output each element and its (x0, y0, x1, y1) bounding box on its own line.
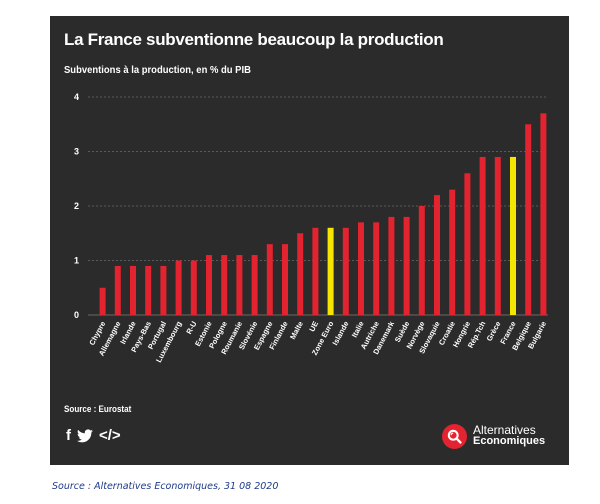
bar (327, 227, 334, 315)
x-tick-label: Malte (288, 320, 305, 341)
bar (540, 113, 547, 315)
y-axis-ticks: 0 1 2 3 4 (74, 92, 79, 320)
x-tick-label: R-U (184, 320, 198, 336)
bar (464, 173, 471, 315)
bar (342, 227, 349, 315)
bar (236, 255, 243, 315)
x-tick-label: UE (307, 320, 320, 333)
bar (479, 156, 486, 315)
bar (145, 265, 152, 315)
bars (99, 113, 547, 315)
brand-magnifier-icon (442, 423, 467, 449)
y-tick-label: 2 (74, 201, 79, 211)
brand-logo[interactable]: Alternatives Economiques (442, 421, 545, 451)
bar (403, 216, 410, 315)
bar (266, 244, 273, 315)
bar (494, 156, 501, 315)
bar (130, 265, 136, 315)
share-bar: f </> (66, 427, 121, 445)
bar (251, 255, 258, 315)
brand-line-1: Alternatives (473, 423, 536, 437)
y-tick-label: 1 (74, 256, 79, 266)
bar (418, 206, 425, 315)
bar (434, 195, 440, 315)
bar (510, 156, 516, 315)
chart-subtitle: Subventions à la production, en % du PIB (64, 64, 251, 76)
bar (175, 260, 182, 315)
y-tick-label: 3 (74, 147, 79, 157)
bar (449, 189, 456, 315)
bar (297, 233, 304, 315)
bar (221, 255, 228, 315)
bar (358, 222, 364, 315)
bar (525, 124, 532, 315)
brand-name: Alternatives Economiques (473, 423, 546, 447)
bar (114, 265, 121, 315)
chart-title: La France subventionne beaucoup la produ… (64, 30, 444, 49)
x-axis-labels: ChypreAllemagneIrlandePays-BasPortugalLu… (87, 319, 548, 364)
bar (388, 216, 395, 315)
y-tick-label: 4 (74, 92, 79, 102)
page-source-caption: Source : Alternatives Economiques, 31 08… (52, 481, 279, 492)
bar (373, 222, 380, 315)
bar (190, 260, 197, 315)
brand-line-2: Economiques (473, 435, 546, 447)
twitter-icon[interactable] (77, 429, 93, 443)
bar (282, 244, 288, 315)
chart-source: Source : Eurostat (64, 404, 132, 415)
bar (206, 255, 212, 315)
y-tick-label: 0 (74, 310, 79, 320)
bar (160, 265, 167, 315)
facebook-icon[interactable]: f (66, 427, 71, 444)
bar (312, 227, 319, 315)
embed-icon[interactable]: </> (99, 427, 121, 444)
bar (99, 287, 106, 315)
